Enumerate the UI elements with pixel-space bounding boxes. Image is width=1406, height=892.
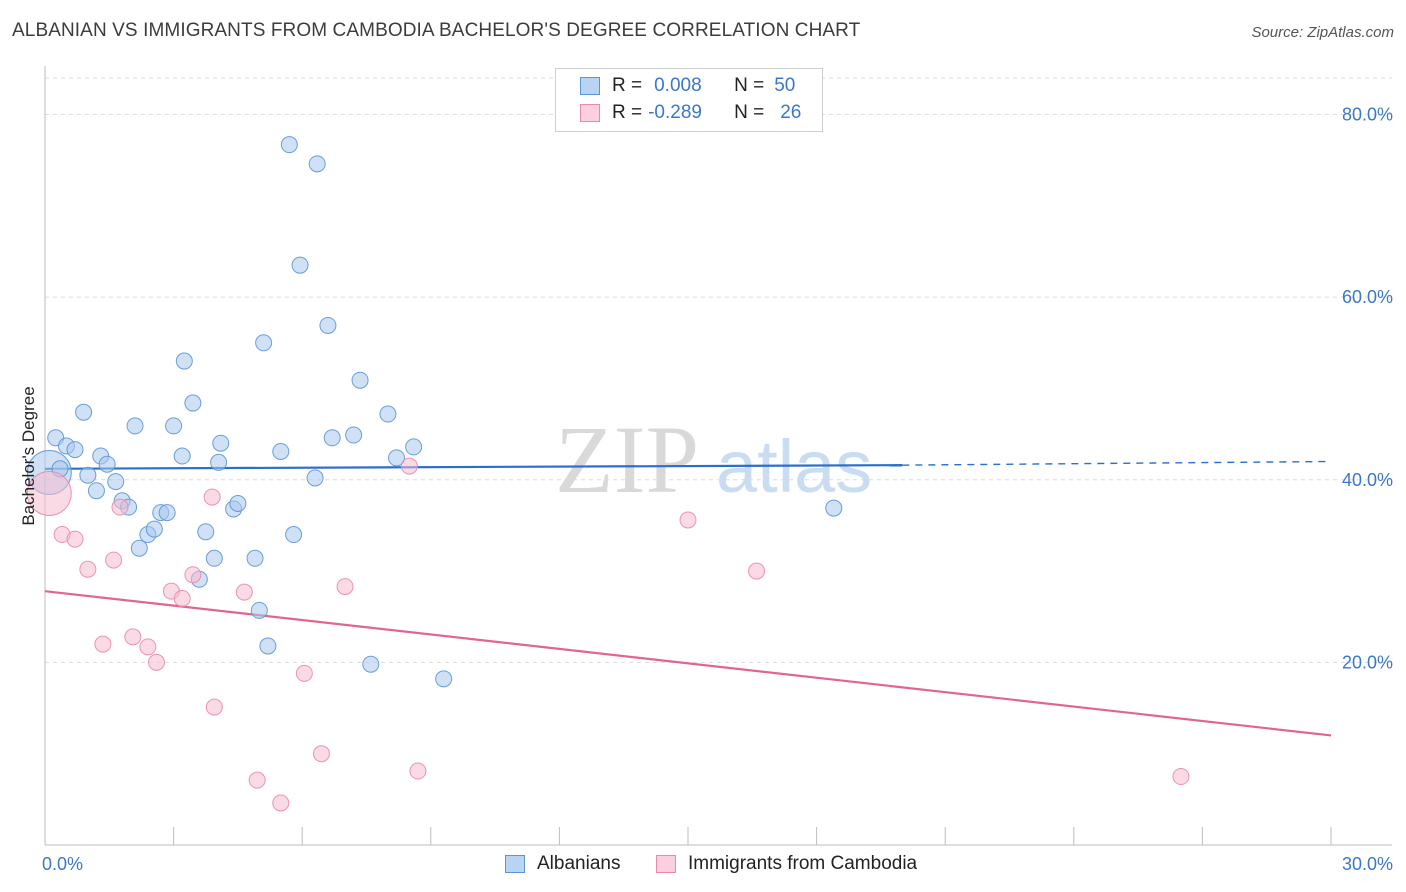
n-value: 26 xyxy=(780,102,802,123)
albanians-point xyxy=(107,473,125,491)
tick-labels: 20.0% 40.0% 60.0% 80.0% 0.0% 30.0% xyxy=(42,105,1393,874)
albanians-point xyxy=(405,438,423,456)
cambodia-point xyxy=(79,560,97,578)
r-value: 0.008 xyxy=(654,75,702,96)
cambodia-point xyxy=(26,470,72,516)
watermark-zip: ZIP xyxy=(555,406,699,513)
y-tick-label: 20.0% xyxy=(1342,652,1393,672)
albanians-swatch xyxy=(580,77,600,95)
albanians-point xyxy=(435,670,453,688)
albanians-point xyxy=(197,523,215,541)
r-label: R = xyxy=(612,75,643,96)
x-tick-label: 0.0% xyxy=(42,854,83,874)
y-tick-label: 80.0% xyxy=(1342,105,1393,125)
cambodia-point xyxy=(111,498,129,516)
albanians-point xyxy=(285,526,303,544)
cambodia-point xyxy=(235,583,253,601)
albanians-point xyxy=(362,655,380,673)
albanians-point xyxy=(323,429,341,447)
cambodia-trend-line xyxy=(44,590,1332,737)
albanians-legend-swatch xyxy=(505,855,525,873)
albanians-point xyxy=(165,417,183,435)
cambodia-point xyxy=(679,511,697,529)
albanians-point xyxy=(229,495,247,513)
cambodia-point xyxy=(205,698,223,716)
chart-title: ALBANIAN VS IMMIGRANTS FROM CAMBODIA BAC… xyxy=(12,20,861,41)
bottom-legend-albanians: Albanians xyxy=(505,852,620,876)
cambodia-point xyxy=(748,562,766,580)
x-tick-label: 30.0% xyxy=(1342,854,1393,874)
albanians-trend-line xyxy=(44,464,903,470)
cambodia-point xyxy=(203,488,221,506)
albanians-point xyxy=(212,434,230,452)
data-points xyxy=(26,136,1190,812)
n-value: 50 xyxy=(774,75,796,96)
albanians-point xyxy=(158,504,176,522)
albanians-point xyxy=(345,426,363,444)
gridlines xyxy=(45,77,1392,663)
albanians-point xyxy=(130,539,148,557)
cambodia-point xyxy=(295,664,313,682)
cambodia-point xyxy=(139,638,157,656)
cambodia-point xyxy=(248,771,266,789)
albanians-point xyxy=(825,499,843,517)
albanians-point xyxy=(184,394,202,412)
cambodia-point xyxy=(124,628,142,646)
albanians-point xyxy=(126,417,144,435)
albanians-point xyxy=(319,316,337,334)
albanians-point xyxy=(175,352,193,370)
cambodia-point xyxy=(66,530,84,548)
n-label: N = xyxy=(734,75,765,96)
cambodia-point xyxy=(272,794,290,812)
albanians-point xyxy=(306,469,324,487)
source-label: Source: ZipAtlas.com xyxy=(1251,24,1394,41)
stats-legend: R = 0.008 N = 50 R = -0.289 N = 26 xyxy=(555,68,823,132)
cambodia-point xyxy=(1172,768,1190,786)
albanians-point xyxy=(291,256,309,274)
albanians-point xyxy=(75,403,93,421)
albanians-point xyxy=(255,334,273,352)
albanians-point xyxy=(79,466,97,484)
y-tick-label: 40.0% xyxy=(1342,470,1393,490)
albanians-point xyxy=(280,136,298,154)
cambodia-point xyxy=(312,745,330,763)
albanians-point xyxy=(98,455,116,473)
albanians-point xyxy=(246,549,264,567)
bottom-legend-cambodia: Immigrants from Cambodia xyxy=(656,852,917,876)
cambodia-point xyxy=(400,457,418,475)
albanians-point xyxy=(272,442,290,460)
cambodia-point xyxy=(409,762,427,780)
legend-row-albanians: R = 0.008 N = 50 xyxy=(580,74,795,98)
cambodia-swatch xyxy=(580,104,600,122)
r-label: R = xyxy=(612,102,643,123)
albanians-point xyxy=(87,482,105,500)
albanians-legend-label: Albanians xyxy=(537,853,621,874)
albanians-point xyxy=(66,441,84,459)
albanians-point xyxy=(173,447,191,465)
legend-row-cambodia: R = -0.289 N = 26 xyxy=(580,101,801,125)
cambodia-legend-swatch xyxy=(656,855,676,873)
cambodia-point xyxy=(94,635,112,653)
albanians-point xyxy=(250,601,268,619)
y-axis-label: Bachelor's Degree xyxy=(19,386,38,525)
albanians-point xyxy=(210,453,228,471)
albanians-trend-extension xyxy=(902,460,1332,466)
cambodia-point xyxy=(105,551,123,569)
cambodia-legend-label: Immigrants from Cambodia xyxy=(688,853,918,874)
albanians-point xyxy=(259,637,277,655)
albanians-point xyxy=(308,155,326,173)
albanians-point xyxy=(351,371,369,389)
albanians-point xyxy=(205,549,223,567)
r-value: -0.289 xyxy=(648,102,702,123)
albanians-point xyxy=(145,520,163,538)
cambodia-point xyxy=(336,578,354,596)
cambodia-point xyxy=(184,566,202,584)
albanians-point xyxy=(379,405,397,423)
albanians-point xyxy=(388,449,406,467)
cambodia-point xyxy=(147,653,165,671)
n-label: N = xyxy=(734,102,765,123)
y-tick-label: 60.0% xyxy=(1342,287,1393,307)
cambodia-point xyxy=(173,589,191,607)
